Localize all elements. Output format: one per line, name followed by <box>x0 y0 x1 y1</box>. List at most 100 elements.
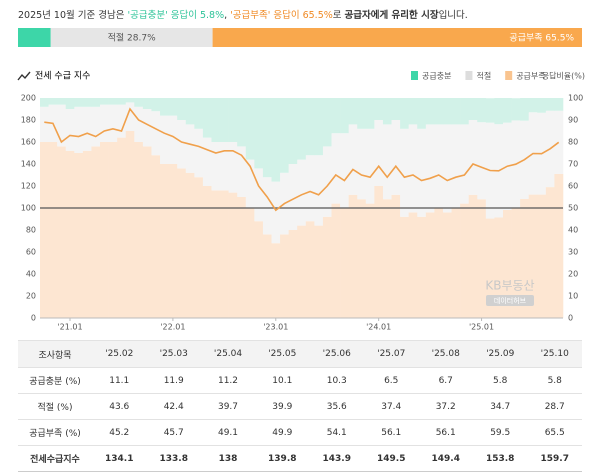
stacked-bar <box>117 137 127 318</box>
table-cell: 56.1 <box>418 419 473 446</box>
stacked-bar <box>460 98 469 125</box>
stacked-bar <box>211 98 221 142</box>
table-cell: 11.2 <box>200 367 256 394</box>
stacked-bar <box>477 122 487 200</box>
summary-text: '공급부족' 응답이 65.5% <box>230 10 333 21</box>
stacked-bar <box>408 98 418 125</box>
stacked-bar <box>365 203 375 318</box>
stacked-bar <box>391 98 401 120</box>
table-row: 공급부족 (%) 45.2 45.7 49.1 49.9 54.1 56.1 56.1 59.5… <box>18 419 582 446</box>
stacked-bar <box>142 109 152 147</box>
stacked-bar <box>271 98 281 182</box>
table-cell: 138 <box>200 445 256 472</box>
stacked-bar <box>545 98 555 111</box>
stacked-bar <box>297 225 307 318</box>
main-chart: 전세 수급 지수 0 20 40 60 80 100 120 140 160 180 200 0 10 2… <box>17 71 585 332</box>
stacked-bar <box>554 173 564 318</box>
header-cell: '25.03 <box>146 340 201 368</box>
stacked-bar <box>477 199 487 318</box>
stacked-bar <box>108 142 118 318</box>
y2-tick-label: 10 <box>568 292 578 301</box>
stacked-bar <box>331 203 341 318</box>
stacked-bar <box>365 128 375 204</box>
table-cell: 45.2 <box>92 419 147 446</box>
stacked-bar <box>417 98 427 129</box>
table-cell: 10.1 <box>255 367 310 394</box>
stacked-bar <box>40 106 49 142</box>
legend-swatch <box>465 71 473 80</box>
stacked-bar <box>160 164 169 318</box>
stacked-bar <box>168 115 178 164</box>
ratio-segment <box>18 28 51 47</box>
stacked-bar <box>357 128 367 200</box>
watermark: 데이터허브 <box>494 296 527 305</box>
stacked-bar <box>511 98 521 121</box>
table-cell: 59.5 <box>472 419 528 446</box>
stacked-bar <box>425 98 435 125</box>
stacked-bar <box>202 186 212 318</box>
stacked-bar <box>100 142 109 318</box>
stacked-bar <box>314 155 324 226</box>
stacked-bar <box>314 98 324 156</box>
stacked-bar <box>108 104 118 142</box>
y2-tick-label: 90 <box>568 116 578 125</box>
table-cell: 공급충분 (%) <box>18 367 92 394</box>
y2-axis-label: 응답비율(%) <box>542 71 585 81</box>
stacked-bar <box>228 98 238 142</box>
stacked-bar <box>537 194 547 318</box>
table-row: 전세수급지수 134.1 133.8 138 139.8 143.9 149.5 149.4 1… <box>18 445 582 472</box>
table-cell: 149.5 <box>364 445 419 472</box>
stacked-bar <box>185 172 195 318</box>
header-cell: '25.10 <box>527 340 582 368</box>
stacked-bar <box>391 120 401 195</box>
stacked-bar <box>262 177 272 235</box>
stacked-bar <box>460 124 469 204</box>
watermark-box <box>486 295 534 306</box>
stacked-bar <box>177 120 187 169</box>
stacked-bar <box>537 98 547 113</box>
stacked-bar <box>460 203 469 318</box>
y-tick-label: 200 <box>21 94 36 103</box>
stacked-bar <box>348 194 358 318</box>
stacked-bar <box>511 208 521 318</box>
stacked-bar <box>220 98 229 142</box>
table-cell: 43.6 <box>92 393 147 420</box>
x-tick-label: '24.01 <box>366 323 391 332</box>
table-cell: 6.5 <box>364 367 419 394</box>
stacked-bar <box>382 98 392 125</box>
stacked-bar <box>528 194 538 318</box>
y-tick-label: 100 <box>21 204 36 213</box>
table-cell: 10.3 <box>309 367 364 394</box>
y-tick-label: 0 <box>31 314 36 323</box>
y2-tick-label: 80 <box>568 138 578 147</box>
header-row: 조사항목 '25.02'25.03'25.04'25.05'25.06'25.07… <box>18 340 582 368</box>
stacked-bar <box>48 98 58 105</box>
stacked-bar <box>228 142 238 193</box>
x-tick-label: '23.01 <box>263 323 288 332</box>
stacked-bar <box>417 128 427 217</box>
stacked-bar <box>82 106 92 151</box>
stacked-bar <box>288 98 298 164</box>
stacked-bar <box>400 128 409 217</box>
stacked-bar <box>220 142 229 191</box>
stacked-bar <box>520 98 530 121</box>
stacked-bar <box>451 98 461 125</box>
stacked-bar <box>374 98 384 120</box>
stacked-bar <box>468 120 478 195</box>
stacked-bar <box>442 124 452 213</box>
table-cell: 5.8 <box>527 367 582 394</box>
stacked-bar <box>348 124 358 195</box>
stacked-bar <box>434 208 444 318</box>
stacked-bar <box>202 98 212 138</box>
stacked-bar <box>502 209 512 318</box>
x-tick-label: '25.01 <box>469 323 494 332</box>
stacked-bar <box>468 98 478 120</box>
stacked-bar <box>211 190 221 318</box>
stacked-bar <box>554 110 564 174</box>
stacked-bar <box>65 109 75 151</box>
stacked-bar <box>374 120 384 186</box>
table-cell: 139.8 <box>255 445 310 472</box>
table-cell: 49.1 <box>200 419 256 446</box>
y2-tick-label: 40 <box>568 226 578 235</box>
table-cell: 34.7 <box>472 393 528 420</box>
